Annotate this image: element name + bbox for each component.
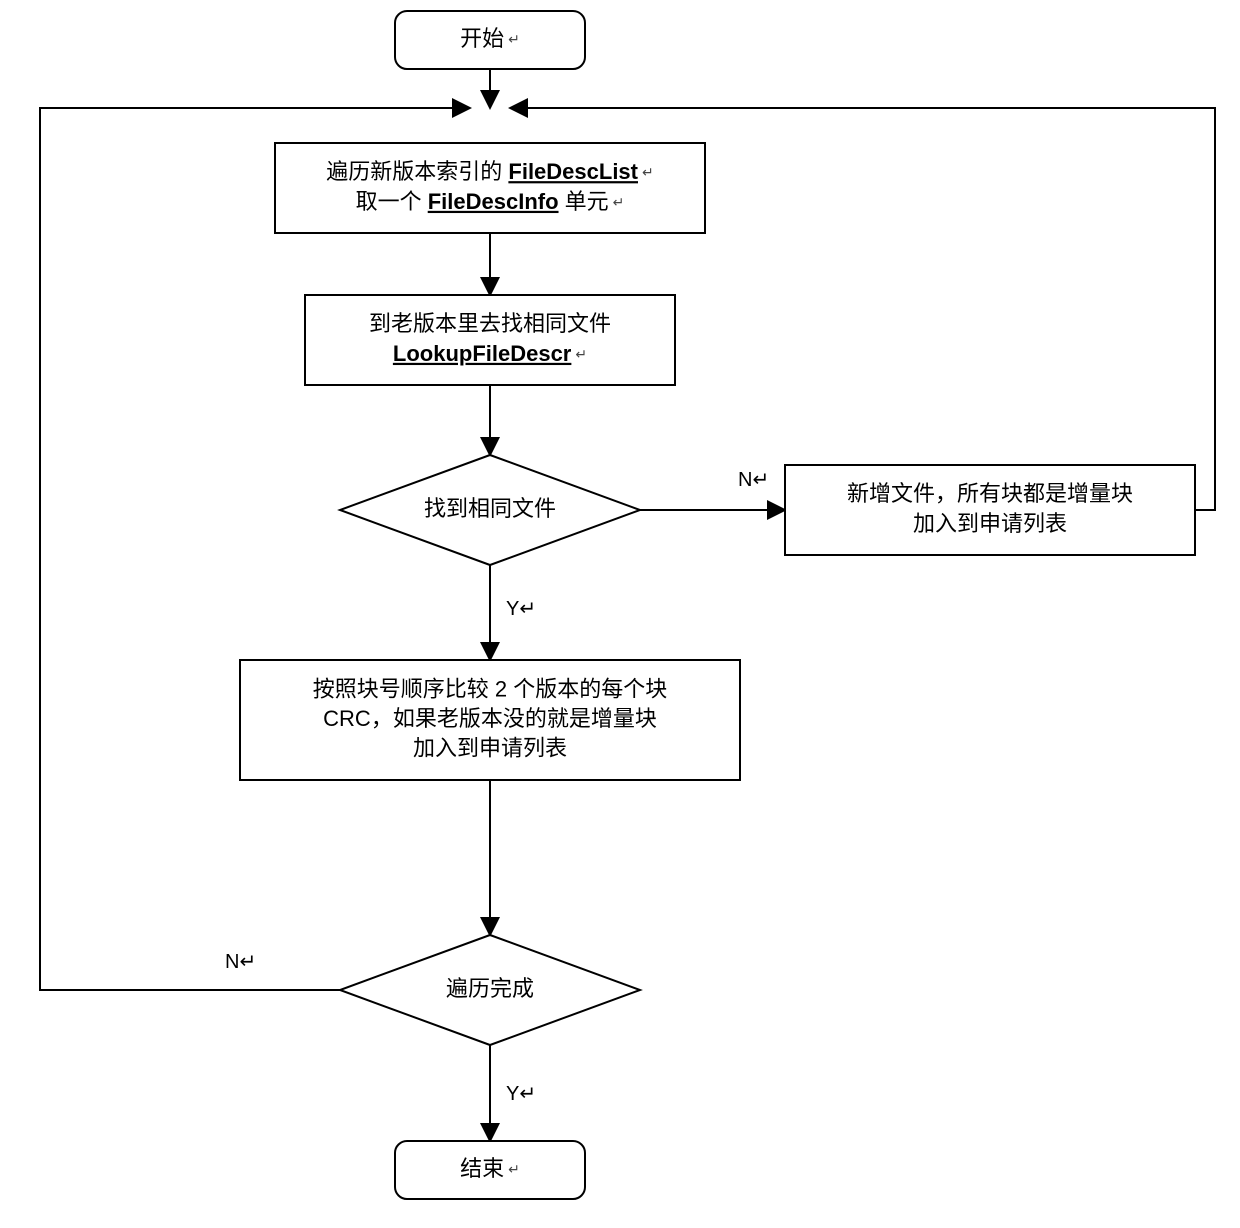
node-text: 取一个 FileDescInfo 单元↵ (356, 189, 625, 214)
node-text: 加入到申请列表 (913, 511, 1067, 536)
node-text: LookupFileDescr↵ (393, 341, 587, 366)
node-text: 找到相同文件 (424, 496, 556, 521)
edge (40, 108, 470, 990)
edge-label: N↵ (738, 469, 769, 491)
node-start: 开始↵ (395, 11, 585, 69)
node-step4: 按照块号顺序比较 2 个版本的每个块 CRC，如果老版本没的就是增量块加入到申请列… (240, 660, 740, 780)
node-text: 加入到申请列表 (413, 736, 567, 761)
node-step1: 遍历新版本索引的 FileDescList↵ 取一个 FileDescInfo 单… (275, 143, 705, 233)
node-dec2: 遍历完成 (340, 935, 640, 1045)
node-text: 按照块号顺序比较 2 个版本的每个块 (313, 676, 667, 701)
node-step3: 新增文件，所有块都是增量块加入到申请列表 (785, 465, 1195, 555)
node-text: 遍历完成 (446, 976, 534, 1001)
node-text: 新增文件，所有块都是增量块 (847, 481, 1133, 506)
node-text: 到老版本里去找相同文件 (369, 311, 611, 336)
edge-label: N↵ (225, 951, 256, 973)
node-dec1: 找到相同文件 (340, 455, 640, 565)
node-text: 遍历新版本索引的 FileDescList↵ (326, 159, 653, 184)
edge-label: Y↵ (506, 598, 536, 620)
node-text: CRC，如果老版本没的就是增量块 (323, 706, 657, 731)
node-step2: 到老版本里去找相同文件 LookupFileDescr↵ (305, 295, 675, 385)
edge-label: Y↵ (506, 1083, 536, 1105)
node-end: 结束↵ (395, 1141, 585, 1199)
